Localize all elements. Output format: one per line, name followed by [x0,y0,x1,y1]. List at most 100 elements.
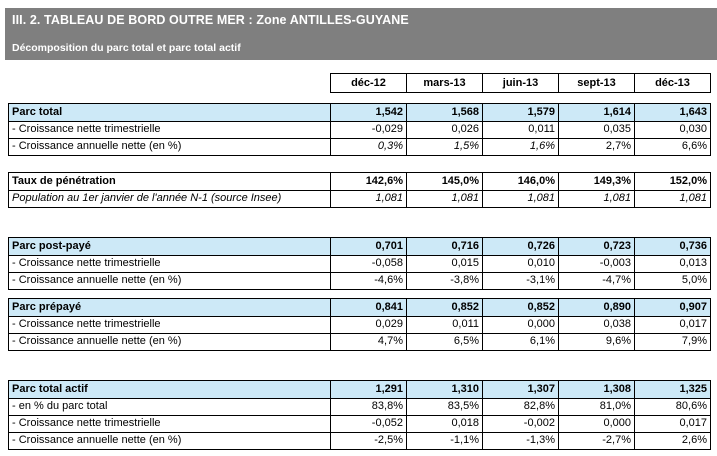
row-label: Parc total actif [9,381,331,399]
value-cell: 0,723 [559,238,635,256]
page-title: III. 2. TABLEAU DE BORD OUTRE MER : Zone… [12,13,409,27]
table-row-taux-penetration: Taux de pénétration 142,6% 145,0% 146,0%… [9,173,711,191]
value-cell: 0,3% [331,139,407,156]
value-cell: 1,081 [331,191,407,208]
value-cell: -0,029 [331,122,407,139]
value-cell: 0,038 [559,317,635,334]
value-cell: 1,310 [407,381,483,399]
table-row-croissance-trimestrielle: - Croissance nette trimestrielle -0,052 … [9,416,711,433]
value-cell: 0,017 [635,317,711,334]
value-cell: 0,726 [483,238,559,256]
value-cell: -0,058 [331,256,407,273]
value-cell: 0,013 [635,256,711,273]
value-cell: 6,6% [635,139,711,156]
value-cell: 4,7% [331,334,407,351]
value-cell: -4,6% [331,273,407,290]
value-cell: 149,3% [559,173,635,191]
table-row-parc-total-actif: Parc total actif 1,291 1,310 1,307 1,308… [9,381,711,399]
value-cell: -0,002 [483,416,559,433]
value-cell: 152,0% [635,173,711,191]
taux-penetration-block: Taux de pénétration 142,6% 145,0% 146,0%… [8,172,711,208]
value-cell: 0,000 [559,416,635,433]
value-cell: 1,291 [331,381,407,399]
row-label: - Croissance annuelle nette (en %) [9,433,331,450]
value-cell: 1,081 [559,191,635,208]
table-row-croissance-annuelle: - Croissance annuelle nette (en %) -2,5%… [9,433,711,450]
value-cell: -4,7% [559,273,635,290]
column-header-dec12: déc-12 [331,73,407,93]
table-row-parc-prepaye: Parc prépayé 0,841 0,852 0,852 0,890 0,9… [9,299,711,317]
row-label: - en % du parc total [9,399,331,416]
value-cell: 0,015 [407,256,483,273]
value-cell: 0,011 [407,317,483,334]
value-cell: 1,643 [635,104,711,122]
value-cell: 0,890 [559,299,635,317]
value-cell: 83,8% [331,399,407,416]
row-label: - Croissance nette trimestrielle [9,317,331,334]
column-header-mars13: mars-13 [407,73,483,93]
row-label: Parc post-payé [9,238,331,256]
value-cell: 81,0% [559,399,635,416]
row-label: - Croissance nette trimestrielle [9,256,331,273]
column-header-sept13: sept-13 [559,73,635,93]
value-cell: 2,6% [635,433,711,450]
value-cell: 6,5% [407,334,483,351]
table-row-parc-total: Parc total 1,542 1,568 1,579 1,614 1,643 [9,104,711,122]
row-label: Parc total [9,104,331,122]
value-cell: -0,052 [331,416,407,433]
value-cell: 0,000 [483,317,559,334]
value-cell: 1,542 [331,104,407,122]
table-row-pct-parc-total: - en % du parc total 83,8% 83,5% 82,8% 8… [9,399,711,416]
row-label: - Croissance nette trimestrielle [9,416,331,433]
value-cell: 1,6% [483,139,559,156]
column-header-dec13: déc-13 [635,73,711,93]
row-label: - Croissance annuelle nette (en %) [9,334,331,351]
value-cell: 1,308 [559,381,635,399]
value-cell: 0,018 [407,416,483,433]
value-cell: 80,6% [635,399,711,416]
column-headers: déc-12 mars-13 juin-13 sept-13 déc-13 [330,73,711,93]
value-cell: 2,7% [559,139,635,156]
table-row-parc-post-paye: Parc post-payé 0,701 0,716 0,726 0,723 0… [9,238,711,256]
table-row-croissance-annuelle: - Croissance annuelle nette (en %) 0,3% … [9,139,711,156]
table-row-croissance-trimestrielle: - Croissance nette trimestrielle -0,058 … [9,256,711,273]
row-label: Population au 1er janvier de l'année N-1… [9,191,331,208]
table-row-croissance-annuelle: - Croissance annuelle nette (en %) 4,7% … [9,334,711,351]
value-cell: 9,6% [559,334,635,351]
value-cell: -0,003 [559,256,635,273]
value-cell: 146,0% [483,173,559,191]
value-cell: 0,029 [331,317,407,334]
value-cell: 6,1% [483,334,559,351]
value-cell: 0,907 [635,299,711,317]
column-header-juin13: juin-13 [483,73,559,93]
parc-prepaye-block: Parc prépayé 0,841 0,852 0,852 0,890 0,9… [8,298,711,351]
value-cell: 0,030 [635,122,711,139]
value-cell: 5,0% [635,273,711,290]
value-cell: 0,035 [559,122,635,139]
row-label: Taux de pénétration [9,173,331,191]
table-row-population: Population au 1er janvier de l'année N-1… [9,191,711,208]
table-row-croissance-trimestrielle: - Croissance nette trimestrielle -0,029 … [9,122,711,139]
value-cell: 1,614 [559,104,635,122]
page-subtitle: Décomposition du parc total et parc tota… [12,42,241,54]
value-cell: -3,1% [483,273,559,290]
value-cell: 0,852 [407,299,483,317]
value-cell: 1,568 [407,104,483,122]
table-row-croissance-trimestrielle: - Croissance nette trimestrielle 0,029 0… [9,317,711,334]
row-label: - Croissance annuelle nette (en %) [9,273,331,290]
row-label: - Croissance annuelle nette (en %) [9,139,331,156]
value-cell: 1,579 [483,104,559,122]
row-label: Parc prépayé [9,299,331,317]
row-label: - Croissance nette trimestrielle [9,122,331,139]
value-cell: 145,0% [407,173,483,191]
value-cell: 1,307 [483,381,559,399]
value-cell: 1,325 [635,381,711,399]
value-cell: 0,716 [407,238,483,256]
value-cell: 7,9% [635,334,711,351]
value-cell: 0,841 [331,299,407,317]
value-cell: -2,5% [331,433,407,450]
value-cell: 0,026 [407,122,483,139]
value-cell: 0,017 [635,416,711,433]
value-cell: 83,5% [407,399,483,416]
